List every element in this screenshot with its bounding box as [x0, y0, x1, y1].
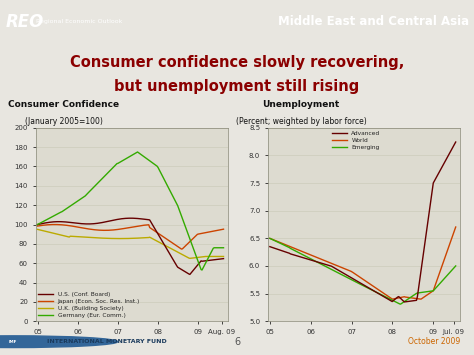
Circle shape	[0, 336, 118, 348]
Text: INTERNATIONAL MONETARY FUND: INTERNATIONAL MONETARY FUND	[47, 339, 167, 344]
Text: but unemployment still rising: but unemployment still rising	[114, 80, 360, 94]
Text: Consumer confidence slowly recovering,: Consumer confidence slowly recovering,	[70, 55, 404, 70]
Text: REO: REO	[6, 13, 44, 31]
Text: 6: 6	[234, 337, 240, 347]
Text: Middle East and Central Asia: Middle East and Central Asia	[278, 15, 469, 28]
Text: (January 2005=100): (January 2005=100)	[25, 117, 103, 126]
Text: Regional Economic Outlook: Regional Economic Outlook	[36, 19, 122, 24]
Legend: U.S. (Conf. Board), Japan (Econ. Soc. Res. Inst.), U.K. (Building Society), Germ: U.S. (Conf. Board), Japan (Econ. Soc. Re…	[38, 292, 140, 318]
Legend: Advanced, World, Emerging: Advanced, World, Emerging	[332, 131, 381, 150]
Text: Consumer Confidence: Consumer Confidence	[9, 100, 119, 109]
Text: IMF: IMF	[9, 340, 18, 344]
Text: October 2009: October 2009	[408, 337, 460, 346]
Text: (Percent; weighted by labor force): (Percent; weighted by labor force)	[236, 117, 366, 126]
Text: Unemployment: Unemployment	[263, 100, 339, 109]
